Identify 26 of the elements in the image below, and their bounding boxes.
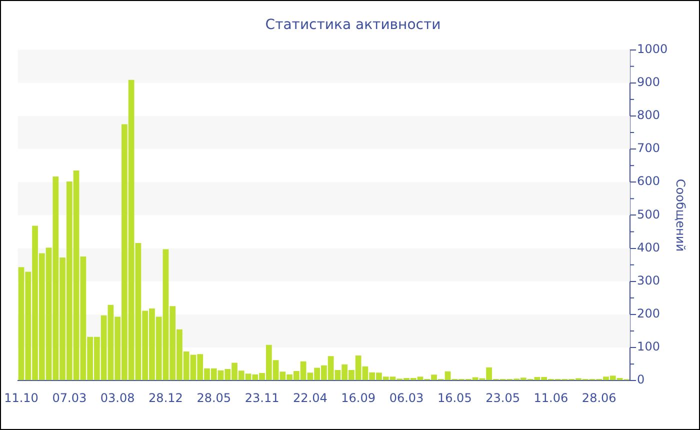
- x-tick-label: 06.03: [389, 390, 424, 405]
- x-tick-label: 03.08: [100, 390, 135, 405]
- x-tick-label: 28.05: [196, 390, 232, 405]
- y-tick-label: 100: [637, 340, 660, 354]
- y-tick-label: 200: [637, 306, 660, 321]
- y-tick-label: 0: [637, 372, 645, 387]
- x-tick-label: 16.09: [341, 390, 376, 405]
- y-tick-label: 700: [637, 141, 660, 156]
- y-tick-label: 900: [637, 75, 660, 90]
- y-tick-label: 500: [637, 207, 660, 222]
- x-tick-label: 22.04: [293, 390, 328, 405]
- y-axis-title: Сообщений: [674, 178, 688, 252]
- x-tick-label: 23.11: [244, 390, 280, 405]
- chart-title: Статистика активности: [265, 17, 441, 34]
- y-tick-label: 300: [637, 273, 660, 288]
- x-tick-label: 11.06: [534, 390, 568, 405]
- y-tick-label: 400: [637, 240, 660, 254]
- x-tick-label: 11.10: [4, 390, 38, 405]
- y-tick-label: 1000: [637, 42, 668, 56]
- y-tick-label: 600: [637, 174, 660, 188]
- y-tick-label: 800: [637, 108, 660, 122]
- x-tick-label: 16.05: [437, 390, 472, 405]
- x-tick-label: 23.05: [486, 390, 520, 405]
- x-tick-label: 07.03: [52, 390, 87, 405]
- x-tick-label: 28.06: [582, 390, 616, 405]
- x-tick-label: 28.12: [148, 390, 183, 405]
